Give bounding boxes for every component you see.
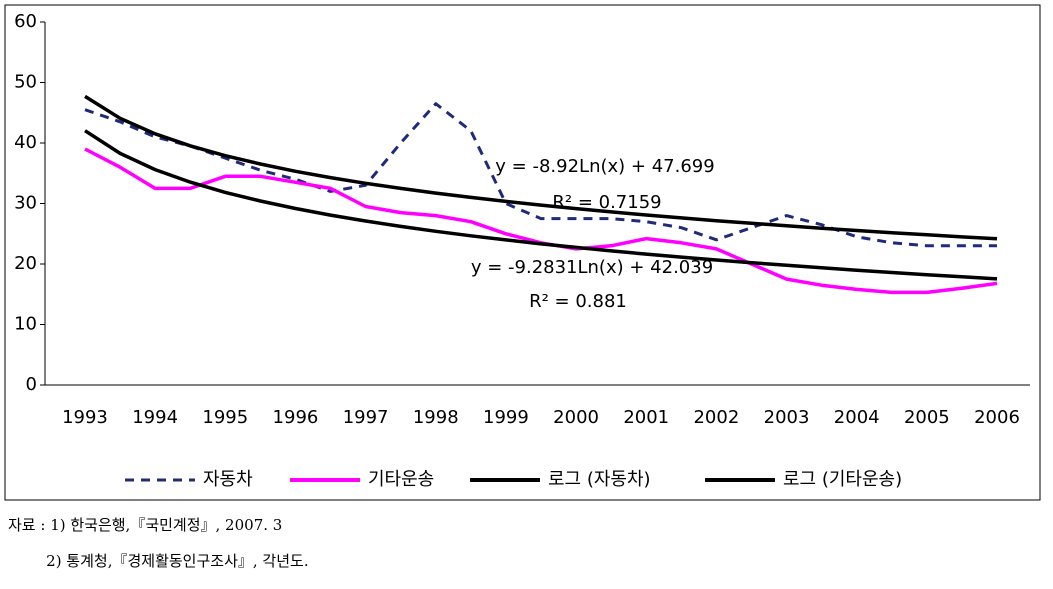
legend-label: 자동차 bbox=[203, 469, 253, 490]
x-tick-label: 2003 bbox=[764, 407, 810, 428]
legend-label: 기타운송 bbox=[368, 469, 434, 490]
x-tick-label: 1997 bbox=[343, 407, 389, 428]
y-tick-label: 10 bbox=[14, 314, 37, 335]
source-note: 2) 통계청,『경제활동인구조사』, 각년도. bbox=[8, 552, 309, 570]
series-line bbox=[84, 129, 998, 281]
series-line bbox=[84, 94, 998, 241]
x-tick-label: 1995 bbox=[202, 407, 248, 428]
annotation: R² = 0.881 bbox=[529, 291, 627, 312]
x-tick-label: 2000 bbox=[553, 407, 599, 428]
legend-label: 로그 (기타운송) bbox=[783, 469, 902, 490]
x-tick-label: 1999 bbox=[483, 407, 529, 428]
x-tick-label: 1998 bbox=[413, 407, 459, 428]
y-tick-label: 60 bbox=[14, 11, 37, 32]
series-line bbox=[84, 102, 997, 248]
x-tick-label: 2006 bbox=[974, 407, 1020, 428]
x-tick-label: 2001 bbox=[623, 407, 669, 428]
x-tick-label: 2002 bbox=[693, 407, 739, 428]
y-tick-label: 20 bbox=[14, 253, 37, 274]
x-tick-label: 2005 bbox=[904, 407, 950, 428]
x-tick-label: 1993 bbox=[62, 407, 108, 428]
annotation: y = -8.92Ln(x) + 47.699 bbox=[495, 156, 714, 177]
chart: y = -8.92Ln(x) + 47.699 R² = 0.7159 y = … bbox=[4, 4, 1041, 501]
y-tick-label: 30 bbox=[14, 193, 37, 214]
x-tick-label: 1994 bbox=[132, 407, 178, 428]
y-tick-label: 50 bbox=[14, 72, 37, 93]
legend-label: 로그 (자동차) bbox=[548, 469, 651, 490]
source-note: 자료 : 1) 한국은행,『국민계정』, 2007. 3 bbox=[8, 516, 283, 534]
chart-frame bbox=[4, 4, 1041, 501]
y-tick-label: 40 bbox=[14, 132, 37, 153]
x-tick-label: 1996 bbox=[273, 407, 319, 428]
annotation: y = -9.2831Ln(x) + 42.039 bbox=[471, 257, 713, 278]
x-tick-label: 2004 bbox=[834, 407, 880, 428]
y-tick-label: 0 bbox=[26, 374, 37, 395]
